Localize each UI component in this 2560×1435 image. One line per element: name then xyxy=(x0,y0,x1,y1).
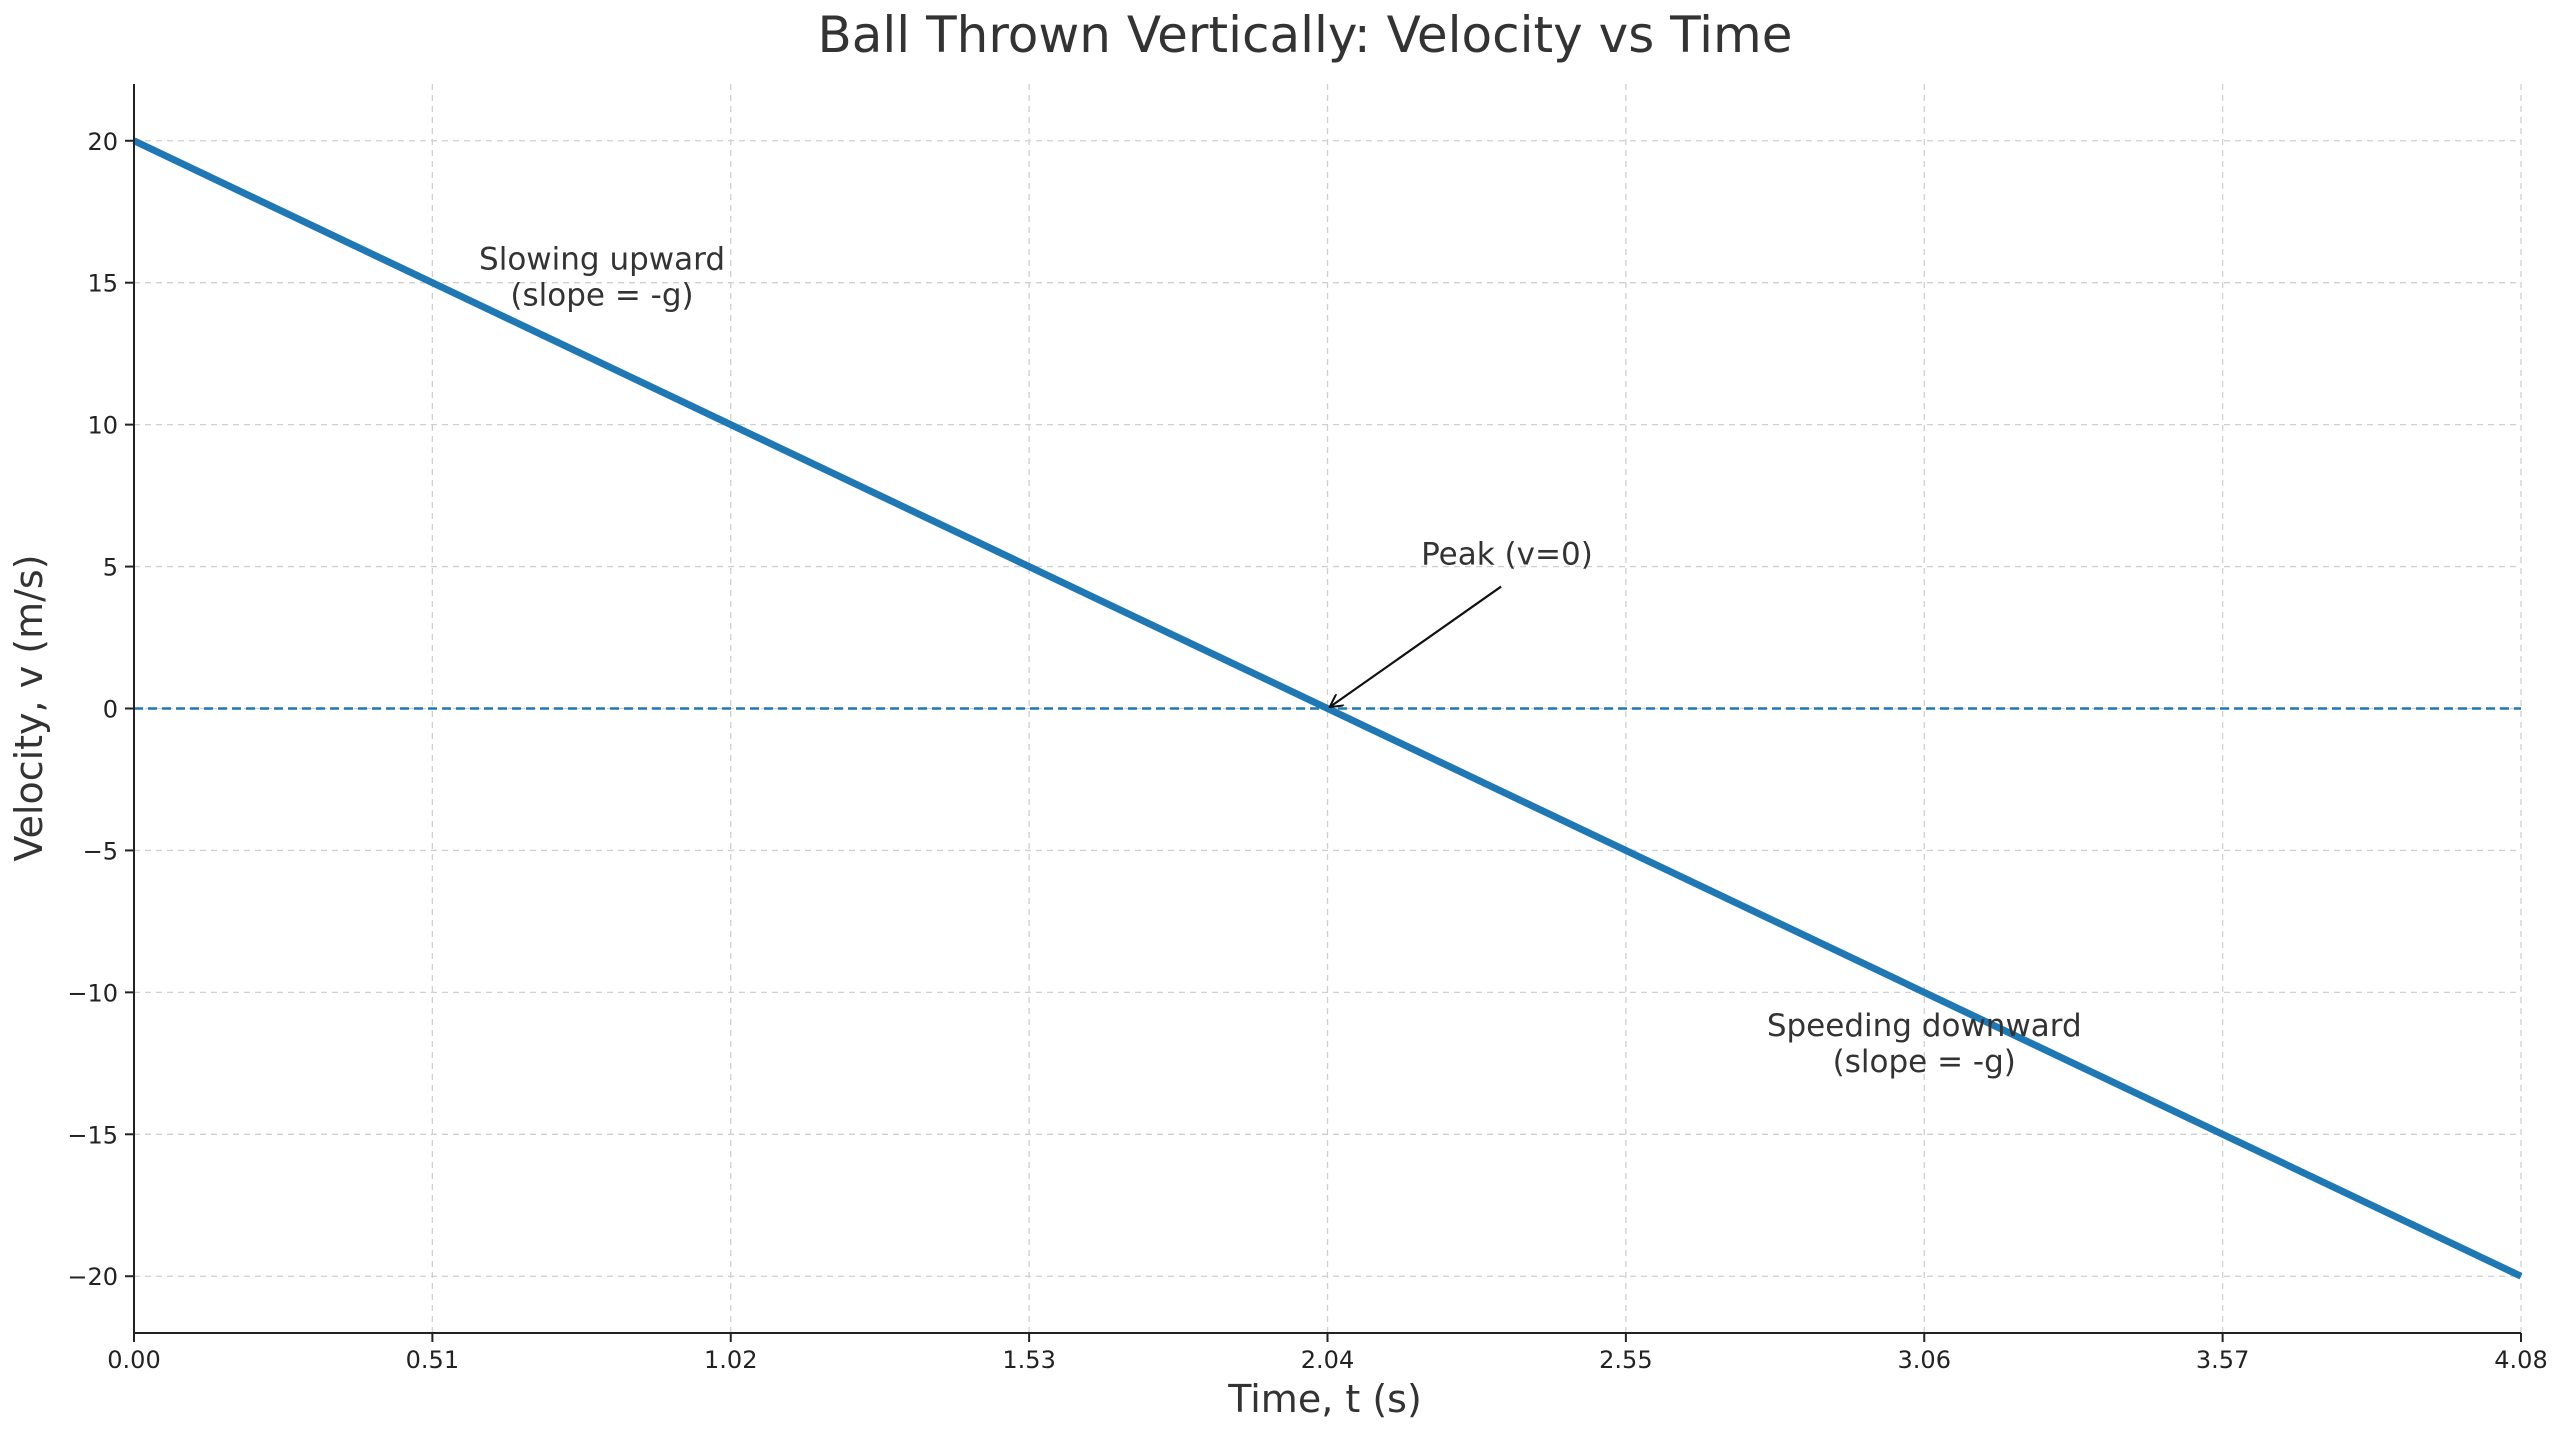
peak-annotation-text: Peak (v=0) xyxy=(1421,537,1593,573)
x-tick-label: 2.55 xyxy=(1599,1346,1652,1374)
y-tick-label: −20 xyxy=(67,1263,118,1291)
x-tick-label: 3.06 xyxy=(1898,1346,1951,1374)
y-tick-label: 5 xyxy=(103,554,118,582)
y-tick-label: 20 xyxy=(87,128,118,156)
chart-title: Ball Thrown Vertically: Velocity vs Time xyxy=(817,6,1792,64)
y-tick-label: −5 xyxy=(83,837,118,865)
x-tick-label: 3.57 xyxy=(2196,1346,2249,1374)
y-tick-label: −15 xyxy=(67,1121,118,1149)
annotation-text-line: Slowing upward xyxy=(479,242,725,278)
y-tick-label: 10 xyxy=(87,412,118,440)
x-axis-label: Time, t (s) xyxy=(1227,1377,1422,1421)
peak-annotation-arrow xyxy=(1331,585,1502,707)
x-tick-label: 1.02 xyxy=(704,1346,757,1374)
y-tick-label: 15 xyxy=(87,270,118,298)
y-axis-label: Velocity, v (m/s) xyxy=(7,554,51,861)
x-tick-label: 0.00 xyxy=(107,1346,160,1374)
x-tick-label: 2.04 xyxy=(1301,1346,1354,1374)
y-axis-ticks: 20 15 10 5 0 −5 −10 −15 −20 xyxy=(67,128,134,1291)
series-lines xyxy=(132,137,2523,1280)
x-tick-label: 4.08 xyxy=(2494,1346,2547,1374)
annotation-text-line: (slope = -g) xyxy=(1833,1044,2016,1080)
x-axis-ticks: 0.00 0.51 1.02 1.53 2.04 2.55 3.06 3.57 4.08 xyxy=(107,1333,2548,1374)
annotation-text-line: Speeding downward xyxy=(1767,1008,2082,1044)
annotations: Slowing upward(slope = -g)Speeding downw… xyxy=(479,242,2082,1080)
x-tick-label: 0.51 xyxy=(406,1346,459,1374)
y-tick-label: 0 xyxy=(103,696,118,724)
velocity-series-line xyxy=(132,137,2523,1280)
y-tick-label: −10 xyxy=(67,979,118,1007)
annotation-text-line: (slope = -g) xyxy=(510,278,693,314)
x-tick-label: 1.53 xyxy=(1002,1346,1055,1374)
